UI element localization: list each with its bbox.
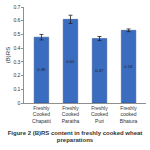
svg-text:0: 0 xyxy=(18,100,21,106)
svg-text:0.4: 0.4 xyxy=(13,45,20,51)
html-text:Figure 2 (B)RS content in fres: Figure 2 (B)RS content in freshly cooked… xyxy=(7,130,143,143)
svg-text:0.2: 0.2 xyxy=(13,72,20,78)
svg-text:FreshlyCookedChapatti: FreshlyCookedChapatti xyxy=(32,105,51,124)
svg-text:0.3: 0.3 xyxy=(13,59,20,65)
svg-text:0.47: 0.47 xyxy=(95,68,104,73)
svg-text:0.7: 0.7 xyxy=(13,4,20,10)
svg-text:FreshlyCookedParatha: FreshlyCookedParatha xyxy=(62,105,80,124)
svg-text:0.61: 0.61 xyxy=(66,59,75,64)
svg-text:FreshlyCookedPuri: FreshlyCookedPuri xyxy=(91,105,108,124)
svg-text:0.6: 0.6 xyxy=(13,17,20,23)
svg-text:FreshlycookedBhatura: FreshlycookedBhatura xyxy=(120,105,138,124)
svg-text:0.5: 0.5 xyxy=(13,31,20,37)
svg-text:0.53: 0.53 xyxy=(124,64,133,69)
svg-text:0.48: 0.48 xyxy=(37,67,46,72)
svg-text:(B)RS: (B)RS xyxy=(5,47,11,63)
svg-text:0.1: 0.1 xyxy=(13,86,20,92)
